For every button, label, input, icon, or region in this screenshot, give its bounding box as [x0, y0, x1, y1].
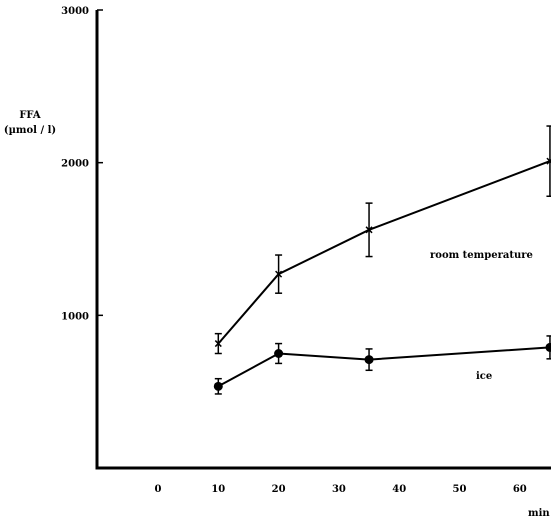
x-axis-ticks: 0 10 20 30 40 50 60 — [155, 484, 527, 495]
x-marker-stroke — [214, 340, 222, 348]
x-tick-label: 20 — [272, 484, 286, 495]
series-line-ice — [217, 346, 551, 388]
data-point-room-temperature — [546, 157, 551, 165]
x-marker-stroke — [546, 159, 551, 165]
data-point-ice — [213, 381, 223, 391]
data-point-ice — [274, 349, 284, 358]
series-label-ice: ice — [476, 371, 492, 382]
y-tick-label: 1000 — [61, 311, 89, 322]
x-tick-label: 10 — [211, 484, 225, 495]
series-line-room-temperature — [217, 160, 551, 345]
axes — [95, 10, 551, 470]
data-point-ice — [545, 342, 551, 352]
x-marker-stroke — [275, 270, 283, 278]
x-tick-label: 60 — [513, 484, 527, 495]
x-tick-label: 0 — [155, 484, 162, 495]
x-tick-label: 40 — [392, 484, 406, 495]
y-axis-unit-label: (µmol / l) — [4, 125, 56, 136]
data-point-room-temperature — [214, 340, 222, 348]
x-tick-label: 30 — [332, 484, 346, 495]
y-axis-ticks: 1000 2000 3000 — [61, 6, 103, 322]
data-point-room-temperature — [365, 226, 373, 234]
data-point-ice — [364, 355, 374, 365]
y-tick-label: 2000 — [61, 159, 89, 170]
y-tick-label: 3000 — [61, 6, 89, 17]
data-series — [213, 125, 551, 395]
x-axis-label: min — [528, 508, 550, 519]
x-tick-label: 50 — [453, 484, 467, 495]
series-label-room-temperature: room temperature — [430, 250, 533, 261]
x-marker-stroke — [365, 226, 373, 234]
y-axis-label: FFA — [19, 110, 41, 121]
data-point-room-temperature — [275, 270, 283, 278]
